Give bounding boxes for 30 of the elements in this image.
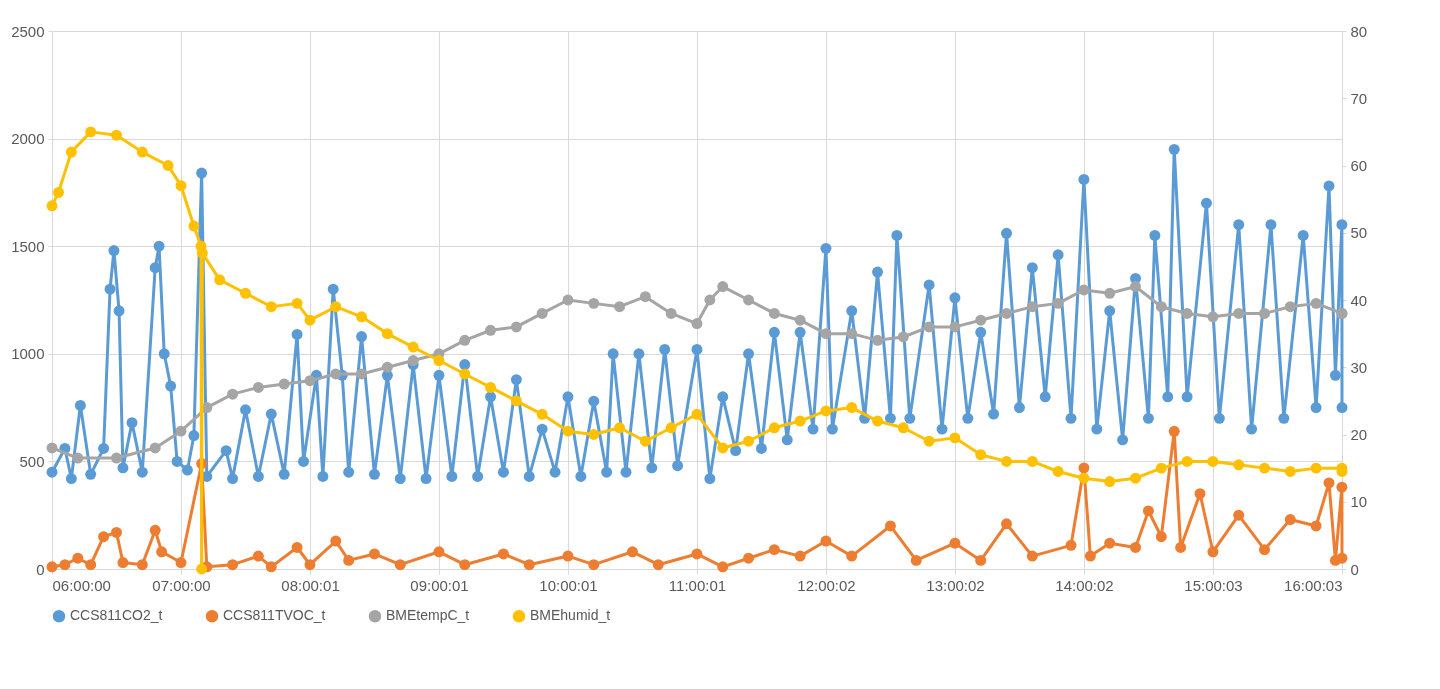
legend-label: CCS811TVOC_t: [223, 607, 326, 624]
y-tick-label: 0: [36, 560, 45, 578]
legend-label: BMEhumid_t: [530, 607, 611, 624]
y2-tick-label: 40: [1350, 291, 1368, 309]
y2-tick-label: 20: [1350, 426, 1368, 443]
x-tick-label: 09:00:01: [410, 576, 469, 594]
x-tick-label: 14:00:02: [1055, 576, 1114, 594]
y2-tick-label: 80: [1350, 22, 1368, 40]
x-tick-label: 06:00:00: [52, 576, 111, 594]
x-tick-label: 12:00:02: [797, 576, 856, 594]
x-tick-label: 07:00:00: [152, 576, 211, 594]
y2-tick-label: 10: [1350, 493, 1368, 511]
x-tick-label: 15:00:03: [1184, 576, 1243, 594]
x-tick-label: 16:00:03: [1284, 576, 1343, 594]
y2-tick-label: 50: [1350, 224, 1368, 242]
y-tick-label: 500: [19, 452, 45, 470]
x-tick-label: 08:00:01: [281, 576, 340, 594]
y-tick-label: 1500: [11, 237, 45, 255]
y-tick-label: 2000: [11, 130, 45, 148]
y2-tick-label: 60: [1350, 157, 1368, 174]
x-tick-label: 11:00:01: [668, 576, 727, 594]
x-tick-label: 13:00:02: [926, 576, 985, 594]
legend-label: BMEtempC_t: [386, 607, 470, 624]
y2-tick-label: 0: [1350, 560, 1359, 578]
y2-tick-label: 70: [1350, 89, 1368, 107]
y-tick-label: 2500: [11, 22, 45, 40]
legend-label: CCS811CO2_t: [70, 607, 163, 624]
y2-tick-label: 30: [1350, 358, 1368, 376]
x-tick-label: 10:00:01: [539, 576, 598, 594]
y-tick-label: 1000: [11, 345, 45, 363]
